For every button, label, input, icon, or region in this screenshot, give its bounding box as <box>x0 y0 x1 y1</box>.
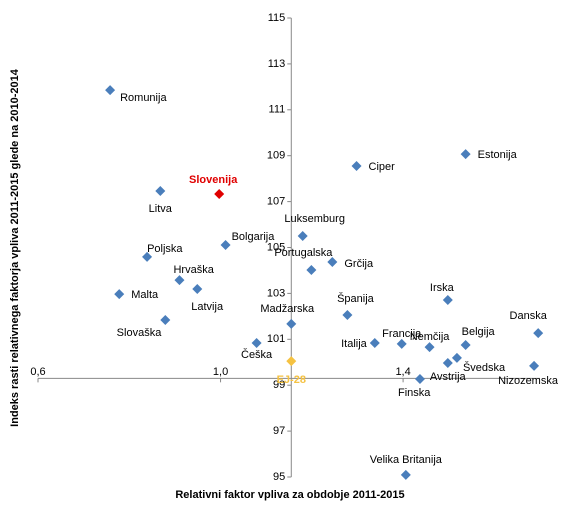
point <box>533 328 544 339</box>
point-label: Bolgarija <box>232 231 276 243</box>
point-label: Slovaška <box>117 327 163 339</box>
y-tick-label: 109 <box>267 150 285 162</box>
y-tick-label: 99 <box>273 379 285 391</box>
y-tick-label: 107 <box>267 196 285 208</box>
point-label: Italija <box>341 338 368 350</box>
point-label: Grčija <box>344 258 374 270</box>
y-axis-title: Indeks rasti relativnega faktorja vpliva… <box>9 68 21 427</box>
point <box>286 318 297 329</box>
point <box>396 338 407 349</box>
x-tick-label: 1,4 <box>395 366 410 378</box>
y-tick-label: 101 <box>267 333 285 345</box>
point <box>529 360 540 371</box>
point-label: Nemčija <box>410 331 451 343</box>
point-label: Nizozemska <box>498 375 559 387</box>
point-label: Romunija <box>120 92 167 104</box>
point <box>424 342 435 353</box>
point <box>220 239 231 250</box>
y-tick-label: 103 <box>267 287 285 299</box>
point-label: Danska <box>510 310 548 322</box>
y-tick-label: 115 <box>268 12 286 24</box>
point <box>286 356 297 367</box>
point <box>142 251 153 262</box>
point <box>192 284 203 295</box>
y-tick-label: 97 <box>273 425 285 437</box>
point <box>442 295 453 306</box>
point-label: Slovenija <box>189 174 238 186</box>
point-label: Portugalska <box>274 247 333 259</box>
point <box>351 161 362 172</box>
x-tick-label: 0,6 <box>30 366 45 378</box>
point <box>306 264 317 275</box>
point-label: Španija <box>337 292 375 305</box>
x-tick-label: 1,0 <box>213 366 228 378</box>
point-label: Irska <box>430 282 455 294</box>
point-label: Avstrija <box>430 371 467 383</box>
point <box>160 315 171 326</box>
point-label: Luksemburg <box>284 213 345 225</box>
y-tick-label: 113 <box>268 58 286 70</box>
point-label: EJ-28 <box>277 374 306 386</box>
point-label: Malta <box>131 289 159 301</box>
point <box>251 337 262 348</box>
point-label: Belgija <box>462 326 496 338</box>
point <box>451 352 462 363</box>
point <box>114 289 125 300</box>
point-label: Finska <box>398 387 431 399</box>
point-label: Velika Britanija <box>370 454 443 466</box>
point <box>105 85 116 96</box>
point-label: Češka <box>241 348 273 361</box>
point-label: Latvija <box>191 301 224 313</box>
point <box>414 374 425 385</box>
point <box>460 149 471 160</box>
point <box>442 357 453 368</box>
y-tick-label: 111 <box>269 104 286 116</box>
y-tick-label: 105 <box>267 241 285 253</box>
y-tick-label: 95 <box>273 471 285 483</box>
point-label: Poljska <box>147 243 183 255</box>
point <box>327 256 338 267</box>
point <box>400 469 411 480</box>
point <box>155 186 166 197</box>
point <box>174 275 185 286</box>
point <box>460 340 471 351</box>
point-label: Litva <box>149 203 173 215</box>
point <box>214 189 225 200</box>
point-label: Švedska <box>463 361 506 374</box>
point <box>342 309 353 320</box>
point-label: Hrvaška <box>173 264 214 276</box>
point-label: Estonija <box>478 149 518 161</box>
point-label: Francija <box>382 328 422 340</box>
x-axis-title: Relativni faktor vpliva za obdobje 2011-… <box>175 489 404 501</box>
point <box>369 337 380 348</box>
point-label: Ciper <box>369 161 396 173</box>
point-label: Madžarska <box>260 303 315 315</box>
point <box>297 231 308 242</box>
